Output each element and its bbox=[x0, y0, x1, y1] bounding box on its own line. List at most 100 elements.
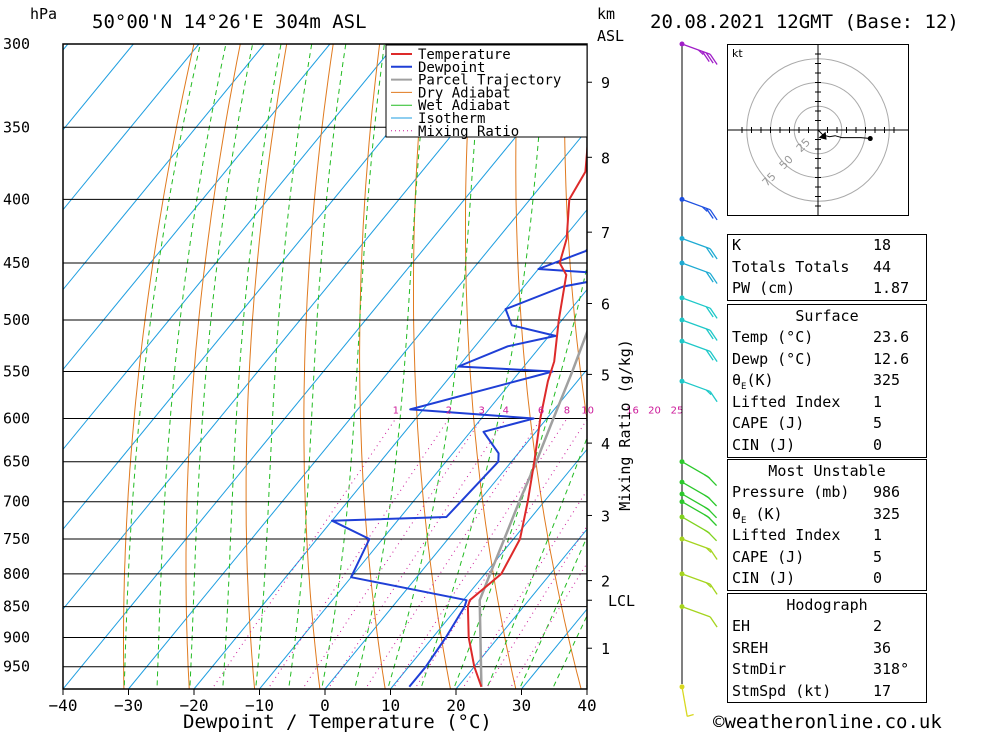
surface-theta-symbol: θ bbox=[732, 371, 742, 390]
x-tick-label: −40 bbox=[49, 696, 78, 715]
wind-barb-staff bbox=[681, 237, 711, 250]
k-index-row: K 18 bbox=[728, 235, 926, 257]
eh-label: EH bbox=[732, 617, 751, 635]
isotherm-line bbox=[324, 368, 587, 689]
pressure-tick-label: 800 bbox=[3, 565, 30, 583]
legend-item: Mixing Ratio bbox=[418, 124, 519, 140]
dry-adiabat-line bbox=[413, 44, 452, 689]
isotherm-line bbox=[63, 44, 462, 531]
pressure-tick-label: 500 bbox=[3, 311, 30, 329]
mixing-ratio-label: 16 bbox=[626, 405, 639, 416]
wind-barb-staff bbox=[681, 380, 711, 393]
surface-cin-value: 0 bbox=[873, 435, 883, 454]
mu-theta-row: θE (K) 325 bbox=[728, 504, 926, 526]
hodograph-stats-panel: Hodograph EH 2 SREH 36 StmDir 318° StmSpd (… bbox=[727, 593, 927, 704]
dry-adiabat-line bbox=[515, 44, 582, 689]
pressure-tick-label: 950 bbox=[3, 658, 30, 676]
location-title: 50°00'N 14°26'E 304m ASL bbox=[92, 11, 367, 33]
eh-row: EH 2 bbox=[728, 616, 926, 638]
isotherm-line bbox=[193, 208, 587, 689]
wind-barb-feather bbox=[705, 271, 714, 283]
wet-adiabat-line bbox=[321, 44, 385, 689]
wet-adiabat-line bbox=[387, 44, 483, 689]
storm-motion-marker bbox=[818, 131, 827, 140]
height-tick-label: 9 bbox=[601, 74, 610, 92]
surface-li-row: Lifted Index 1 bbox=[728, 392, 926, 414]
eh-value: 2 bbox=[873, 617, 883, 635]
surface-dewp-row: Dewp (°C) 12.6 bbox=[728, 349, 926, 371]
x-tick-label: −20 bbox=[180, 696, 209, 715]
wind-barb-feather bbox=[703, 514, 711, 519]
mixing-ratio-labels: 1 2 3 4 6 8 10 16 20 25 bbox=[393, 405, 684, 416]
wet-adiabat-line bbox=[420, 44, 547, 689]
surface-theta-row: θE(K) 325 bbox=[728, 370, 926, 392]
sreh-label: SREH bbox=[732, 638, 769, 657]
wind-barb-feather bbox=[709, 209, 718, 221]
wind-barb-staff bbox=[681, 461, 709, 478]
surface-li-label: Lifted Index bbox=[732, 392, 841, 411]
wind-barb-staff bbox=[681, 493, 709, 510]
dry-adiabat-line bbox=[185, 44, 241, 689]
x-tick-label: 40 bbox=[577, 696, 596, 715]
surface-cape-value: 5 bbox=[873, 414, 883, 433]
wind-barb-feather bbox=[705, 389, 712, 396]
x-tick-label: 20 bbox=[446, 696, 465, 715]
datetime-title: 20.08.2021 12GMT (Base: 12) bbox=[650, 11, 959, 33]
mu-pressure-value: 986 bbox=[873, 483, 901, 501]
k-value: 18 bbox=[873, 236, 892, 254]
isotherm-line bbox=[63, 44, 200, 211]
surface-theta-value: 325 bbox=[873, 371, 901, 390]
wind-barb-feather bbox=[705, 349, 714, 361]
surface-theta-sub: E bbox=[741, 382, 747, 393]
wind-barb-feather bbox=[709, 329, 718, 341]
isotherm-line bbox=[63, 49, 587, 689]
wind-barb-column bbox=[679, 41, 718, 717]
pressure-tick-label: 700 bbox=[3, 493, 30, 511]
wind-barb-feather bbox=[705, 52, 714, 64]
height-tick-label: 6 bbox=[601, 296, 610, 314]
x-tick-label: −30 bbox=[114, 696, 143, 715]
wet-adiabat-line bbox=[222, 44, 282, 689]
surface-dewp-value: 12.6 bbox=[873, 349, 910, 368]
wind-barb-feather bbox=[709, 53, 718, 65]
legend-item: Wet Adiabat bbox=[418, 98, 511, 114]
tt-value: 44 bbox=[873, 257, 892, 276]
wind-barb-feather bbox=[701, 206, 708, 212]
dry-adiabat-line bbox=[702, 0, 720, 694]
surface-cape-row: CAPE (J) 5 bbox=[728, 413, 926, 435]
surface-theta-label: θE(K) bbox=[732, 370, 774, 399]
surface-temp-label: Temp (°C) bbox=[732, 328, 814, 346]
mixing-ratio-label: 20 bbox=[648, 405, 661, 416]
wet-adiabat-line bbox=[288, 44, 347, 689]
x-tick-label: 0 bbox=[320, 696, 330, 715]
mixing-ratio-label: 8 bbox=[564, 405, 570, 416]
hodograph-trace bbox=[817, 129, 871, 139]
mixing-ratio-axis-label: Mixing Ratio (g/kg) bbox=[616, 339, 634, 511]
surface-temp-value: 23.6 bbox=[873, 328, 910, 346]
surface-temp-row: Temp (°C) 23.6 bbox=[728, 327, 926, 349]
mixing-ratio-label: 1 bbox=[393, 405, 399, 416]
most-unstable-panel: Most Unstable Pressure (mb) 986 θE (K) 325… bbox=[727, 459, 927, 591]
surface-li-value: 1 bbox=[873, 392, 883, 411]
legend-item: Dewpoint bbox=[418, 60, 485, 76]
height-tick-label: 1 bbox=[601, 640, 610, 658]
mixing-ratio-line bbox=[301, 418, 483, 689]
mu-cin-row: CIN (J) 0 bbox=[728, 568, 926, 590]
profile-series bbox=[331, 140, 587, 688]
wind-barb-feather bbox=[703, 506, 711, 512]
pressure-tick-label: 600 bbox=[3, 409, 30, 427]
mu-cape-value: 5 bbox=[873, 547, 883, 566]
skewt-chart: 3003504004505005506006507007508008509009… bbox=[3, 0, 720, 717]
isotherm-line bbox=[63, 44, 396, 451]
mu-theta-symbol: θ bbox=[732, 504, 742, 523]
pressure-tick-label: 350 bbox=[3, 118, 30, 136]
wind-barb-feather bbox=[701, 51, 710, 63]
wind-barb-staff bbox=[681, 606, 711, 618]
sreh-value: 36 bbox=[873, 638, 892, 657]
pw-label: PW (cm) bbox=[732, 279, 796, 298]
wind-barb-feather bbox=[709, 616, 718, 628]
isotherm-line bbox=[390, 448, 587, 689]
wet-adiabat-line bbox=[486, 436, 587, 689]
mixing-ratio-label: 3 bbox=[479, 405, 485, 416]
